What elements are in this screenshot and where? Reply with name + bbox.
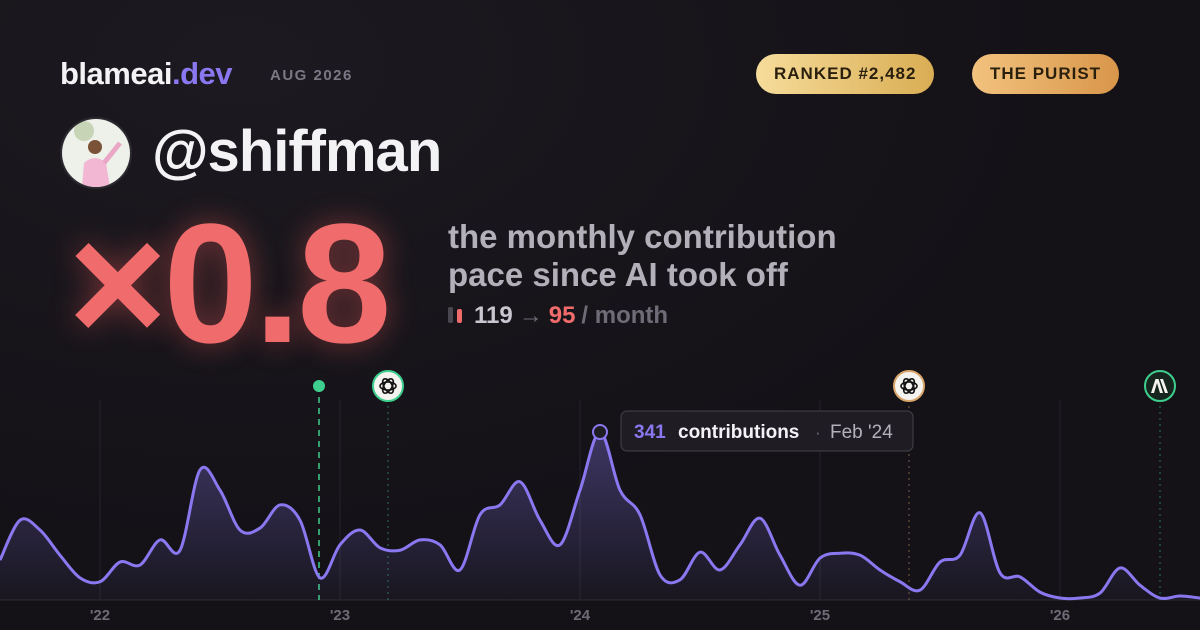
area [0,432,1200,600]
tooltip-date: Feb '24 [830,422,893,443]
tooltip-value: 341 [634,422,666,443]
pace-after: 95 [548,302,576,329]
x-tick-label: '24 [570,607,591,624]
caption: the monthly contribution [448,218,837,255]
x-tick-label: '25 [810,607,830,624]
event-icon [372,370,404,402]
multiplier: ×0.8 [68,189,392,379]
rank-badge: RANKED #2,482 [756,54,935,94]
tooltip-unit: contributions [678,422,799,443]
pace-icon [448,307,462,323]
event-icon [1144,370,1176,402]
brand: blameai.dev [60,56,232,92]
period: AUG 2026 [270,67,353,84]
handle: @shiffman [152,119,442,184]
caption: pace since AI took off [448,256,788,293]
highlight-point [592,424,608,441]
pace-unit: / month [581,302,669,329]
x-tick-label: '22 [90,607,110,624]
pace-arrow: → [518,302,543,329]
x-tick-label: '26 [1050,607,1070,624]
avatar-image [62,119,130,187]
event-dot [313,380,325,392]
title-badge: THE PURIST [972,54,1120,94]
pace: 119 → 95/ month [448,302,668,330]
tooltip: 341 contributions · Feb '24 [620,410,914,452]
x-tick-label: '23 [330,607,350,624]
tooltip-separator: · [815,423,821,442]
brand-name: blameai [60,56,172,91]
avatar [60,117,132,189]
event-icon [893,370,925,402]
brand-tld: .dev [171,56,233,91]
pace-before: 119 [474,302,513,329]
